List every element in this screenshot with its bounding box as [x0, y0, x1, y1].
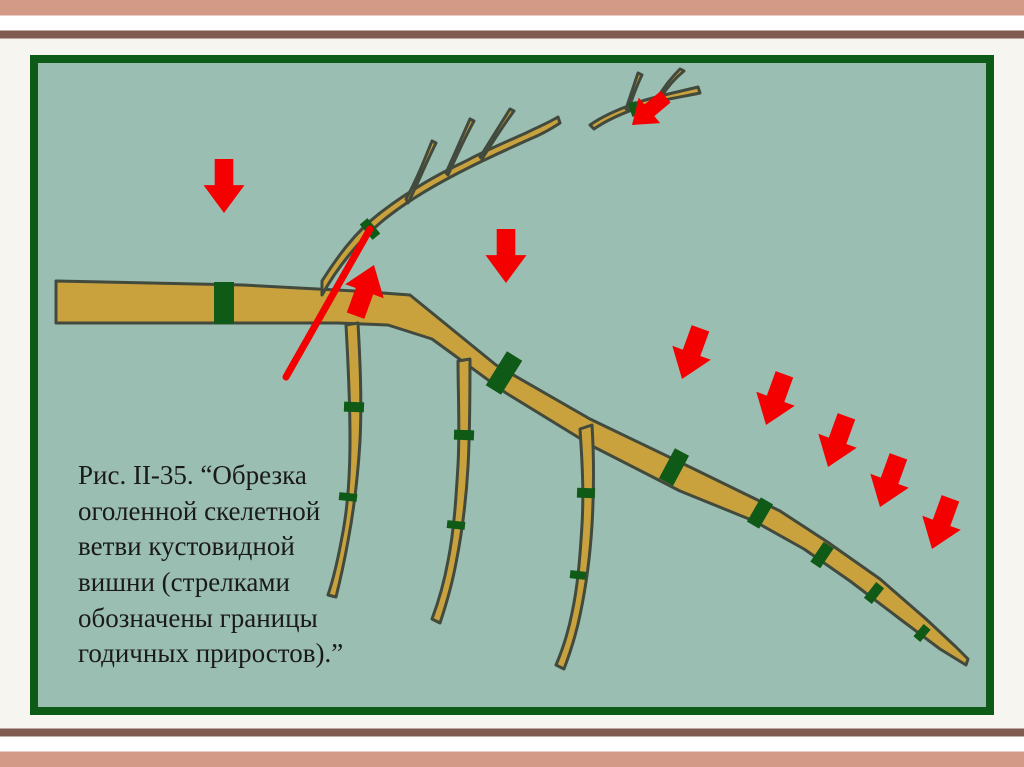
branch-lower-3 — [556, 425, 594, 669]
arrow-5 — [747, 367, 804, 432]
caption-line-0: Рис. II-35. “Обрезка — [78, 460, 307, 490]
caption-line-5: годичных приростов).” — [78, 638, 343, 668]
figure-panel: Рис. II-35. “Обрезка оголенной скелетной… — [30, 55, 994, 715]
caption-line-2: ветви кустовидной — [78, 531, 295, 561]
arrow-7 — [861, 449, 918, 514]
growth-ring-0 — [214, 282, 234, 324]
arrow-4 — [663, 321, 720, 386]
growth-ring-14 — [570, 570, 587, 580]
figure-caption: Рис. II-35. “Обрезка оголенной скелетной… — [78, 458, 418, 672]
arrow-6 — [809, 409, 866, 474]
branch-upper-twig — [322, 117, 560, 295]
arrow-2 — [486, 229, 527, 283]
caption-line-4: обозначены границы — [78, 603, 318, 633]
growth-ring-11 — [454, 430, 474, 441]
caption-line-3: вишни (стрелками — [78, 567, 290, 597]
growth-ring-9 — [344, 402, 364, 413]
growth-ring-13 — [577, 488, 595, 499]
arrow-0 — [204, 159, 245, 213]
caption-line-1: оголенной скелетной — [78, 496, 320, 526]
page-backdrop: Рис. II-35. “Обрезка оголенной скелетной… — [0, 0, 1024, 767]
arrow-8 — [913, 491, 970, 556]
branch-lower-2 — [432, 359, 470, 623]
